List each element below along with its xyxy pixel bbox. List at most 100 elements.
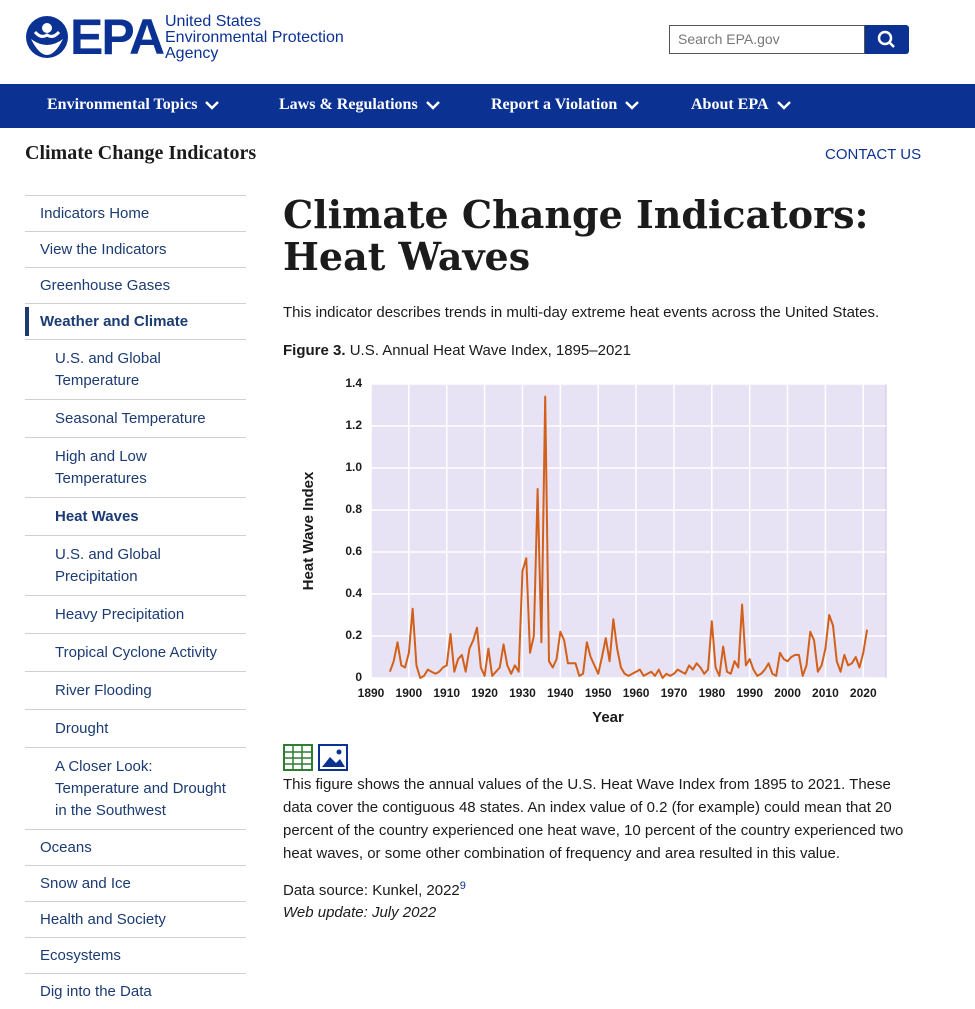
logo-line: Environmental Protection xyxy=(165,29,344,46)
sidebar-label: River Flooding xyxy=(55,682,152,699)
x-axis-label: Year xyxy=(592,709,624,726)
sidebar-item[interactable]: Snow and Ice xyxy=(25,865,246,901)
figure-caption: Figure 3. U.S. Annual Heat Wave Index, 1… xyxy=(283,342,631,359)
sidebar-item[interactable]: Heat Waves xyxy=(25,497,246,535)
nav-item[interactable]: About EPA xyxy=(691,96,791,114)
sidebar-label: View the Indicators xyxy=(40,241,167,258)
nav-label: Environmental Topics xyxy=(47,96,198,113)
sidebar-item[interactable]: High and Low Temperatures xyxy=(25,437,246,497)
page-title: Climate Change Indicators: Heat Waves xyxy=(283,192,869,279)
sidebar-label: Heavy Precipitation xyxy=(55,606,185,623)
y-tick-label: 1.2 xyxy=(345,418,362,432)
x-tick-label: 1950 xyxy=(585,686,612,700)
sidebar-item[interactable]: Oceans xyxy=(25,829,246,865)
sidebar-item[interactable]: River Flooding xyxy=(25,671,246,709)
nav-item[interactable]: Report a Violation xyxy=(491,96,640,114)
sidebar-label: U.S. and Global Precipitation xyxy=(55,546,161,585)
sidebar-item[interactable]: Health and Society xyxy=(25,901,246,937)
y-tick-label: 0.8 xyxy=(345,502,362,516)
sidebar: Indicators Home View the Indicators Greenh… xyxy=(25,195,246,1009)
y-tick-label: 1.4 xyxy=(345,376,362,390)
sidebar-label: Seasonal Temperature xyxy=(55,410,206,427)
sidebar-label: Weather and Climate xyxy=(40,313,189,330)
sidebar-item[interactable]: Ecosystems xyxy=(25,937,246,973)
plot-area xyxy=(370,383,887,679)
logo-line: United States xyxy=(165,13,262,30)
sidebar-label: U.S. and Global Temperature xyxy=(55,350,161,389)
contact-link[interactable]: CONTACT US xyxy=(825,146,922,163)
x-tick-label: 1940 xyxy=(547,686,574,700)
nav-label: About EPA xyxy=(691,96,769,113)
intro: This indicator describes trends in multi… xyxy=(283,304,880,321)
download-icons xyxy=(283,744,348,771)
sidebar-label: High and Low Temperatures xyxy=(55,448,147,487)
x-tick-label: 2020 xyxy=(850,686,877,700)
sidebar-label: Dig into the Data xyxy=(40,983,152,1000)
figure-description: This figure shows the annual values of t… xyxy=(283,776,904,862)
logo-emblem xyxy=(26,16,68,58)
figure-label: Figure 3. xyxy=(283,342,346,359)
search-input[interactable]: Search EPA.gov xyxy=(669,25,865,54)
data-icon[interactable] xyxy=(283,744,313,771)
x-tick-label: 1890 xyxy=(358,686,385,700)
sidebar-item[interactable]: U.S. and Global Precipitation xyxy=(25,535,246,595)
sidebar-item[interactable]: Tropical Cyclone Activity xyxy=(25,633,246,671)
chart: Heat Wave Index Year 0 0.2 0.4 0.6 0.8 1.0 1.2… xyxy=(300,376,887,726)
y-tick-label: 0.6 xyxy=(345,544,362,558)
sidebar-item[interactable]: View the Indicators xyxy=(25,231,246,267)
x-tick-label: 2010 xyxy=(812,686,839,700)
sidebar-item[interactable]: Drought xyxy=(25,709,246,747)
section-title: Climate Change Indicators xyxy=(25,142,257,164)
image-icon[interactable] xyxy=(318,744,348,771)
active-indicator xyxy=(25,307,29,336)
y-tick-label: 0 xyxy=(355,670,362,684)
search-button[interactable] xyxy=(865,25,909,54)
sidebar-label: Health and Society xyxy=(40,911,166,928)
sidebar-label: A Closer Look: Temperature and Drought i… xyxy=(55,758,226,819)
logo-text: United States Environmental Protection A… xyxy=(165,14,344,62)
sidebar-item[interactable]: Seasonal Temperature xyxy=(25,399,246,437)
sidebar-item[interactable]: Dig into the Data xyxy=(25,973,246,1009)
x-tick-label: 1900 xyxy=(396,686,423,700)
x-tick-label: 1960 xyxy=(623,686,650,700)
y-axis-label: Heat Wave Index xyxy=(300,471,317,590)
y-tick-label: 1.0 xyxy=(345,460,362,474)
sidebar-item[interactable]: Weather and Climate xyxy=(25,303,246,339)
footnote-link[interactable]: 9 xyxy=(459,880,466,892)
sidebar-label: Snow and Ice xyxy=(40,875,131,892)
x-tick-label: 1910 xyxy=(433,686,460,700)
page: EPA United States Environmental Protecti… xyxy=(0,9,975,1000)
source-text: Data source: Kunkel, 2022 xyxy=(283,882,460,899)
sidebar-label: Ecosystems xyxy=(40,947,121,964)
sidebar-item[interactable]: Indicators Home xyxy=(25,195,246,231)
x-tick-label: 1990 xyxy=(736,686,763,700)
data-line xyxy=(388,395,869,679)
nav-label: Report a Violation xyxy=(491,96,618,113)
sidebar-label: Drought xyxy=(55,720,109,737)
x-tick-label: 1970 xyxy=(661,686,688,700)
figure-title: U.S. Annual Heat Wave Index, 1895–2021 xyxy=(349,342,631,359)
data-source: Data source: Kunkel, 20229 xyxy=(283,880,466,899)
web-update: Web update: July 2022 xyxy=(283,904,437,921)
sidebar-label: Indicators Home xyxy=(40,205,150,222)
x-tick-label: 2000 xyxy=(774,686,801,700)
sidebar-item[interactable]: A Closer Look: Temperature and Drought i… xyxy=(25,747,246,829)
x-tick-label: 1980 xyxy=(698,686,725,700)
sidebar-label: Tropical Cyclone Activity xyxy=(55,644,217,661)
sidebar-label: Oceans xyxy=(40,839,92,856)
x-tick-label: 1920 xyxy=(471,686,498,700)
nav-item[interactable]: Laws & Regulations xyxy=(279,96,440,114)
y-tick-label: 0.2 xyxy=(345,628,362,642)
logo-line: Agency xyxy=(165,45,219,62)
x-tick-label: 1930 xyxy=(509,686,536,700)
nav-label: Laws & Regulations xyxy=(279,96,418,113)
sidebar-item[interactable]: U.S. and Global Temperature xyxy=(25,339,246,399)
logo-mark: EPA xyxy=(70,9,165,65)
y-tick-label: 0.4 xyxy=(345,586,362,600)
sidebar-item[interactable]: Greenhouse Gases xyxy=(25,267,246,303)
nav-bar: Environmental Topics Laws & Regulations … xyxy=(0,84,975,128)
sidebar-item[interactable]: Heavy Precipitation xyxy=(25,595,246,633)
sidebar-label: Heat Waves xyxy=(55,508,139,525)
sidebar-label: Greenhouse Gases xyxy=(40,277,171,294)
nav-item[interactable]: Environmental Topics xyxy=(47,96,220,114)
